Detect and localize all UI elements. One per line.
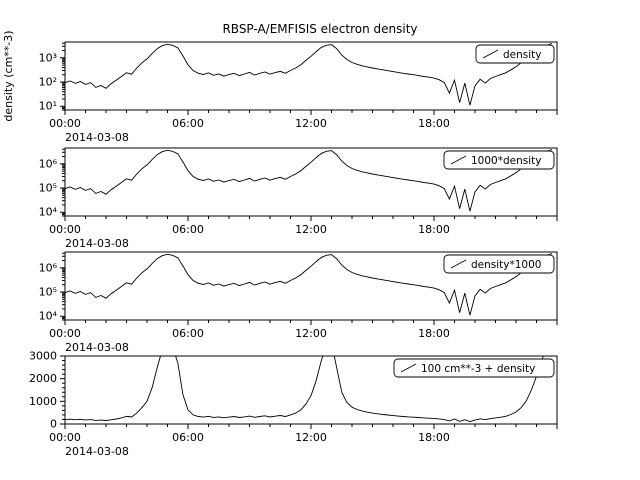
legend-label: density — [503, 49, 542, 61]
series-line-1000-density — [65, 149, 553, 212]
y-tick-label: 10⁴ — [39, 206, 58, 219]
x-tick-label: 06:00 — [172, 431, 204, 444]
legend-box — [393, 358, 555, 378]
x-tick-label: 12:00 — [295, 117, 327, 130]
chart-title: RBSP-A/EMFISIS electron density — [222, 22, 417, 36]
legend-line-sample — [450, 155, 467, 165]
y-tick-label: 0 — [50, 418, 57, 431]
legend: 100 cm**-3 + density — [393, 358, 555, 378]
y-tick-label: 2000 — [29, 372, 57, 385]
plot-frame — [64, 355, 558, 425]
legend-box — [443, 254, 555, 274]
x-tick-label: 06:00 — [172, 223, 204, 236]
series-line-density-1000 — [65, 253, 553, 316]
y-tick-label: 10⁶ — [39, 157, 58, 170]
legend-label: 100 cm**-3 + density — [421, 363, 535, 375]
y-tick-label: 10⁵ — [39, 286, 57, 299]
panel-2: 10⁴ 10⁵ 10⁶ 00:00 06:00 12:00 18:00 2014-03-08 1… — [39, 147, 558, 250]
legend: density*1000 — [443, 254, 555, 274]
x-date-label: 2014-03-08 — [65, 237, 129, 250]
legend-box — [475, 44, 555, 64]
legend-line-sample — [482, 49, 499, 59]
x-tick-label: 00:00 — [49, 327, 81, 340]
panels-group: 10¹ 10² 10³ 00:00 06:00 12:00 18:00 2014-03-08 d… — [29, 41, 558, 458]
x-date-label: 2014-03-08 — [65, 445, 129, 458]
panel-1: 10¹ 10² 10³ 00:00 06:00 12:00 18:00 2014-03-08 d… — [39, 41, 558, 144]
y-tick-label: 1000 — [29, 395, 57, 408]
plot-frame — [64, 147, 558, 217]
x-tick-label: 18:00 — [418, 223, 450, 236]
y-axis-label: density (cm**-3) — [2, 30, 15, 121]
plot-frame — [64, 41, 558, 111]
panel-3: 10⁴ 10⁵ 10⁶ 00:00 06:00 12:00 18:00 2014-03-08 d… — [39, 251, 558, 354]
legend-line-sample — [400, 363, 417, 373]
y-tick-label: 10⁶ — [39, 261, 58, 274]
x-tick-label: 06:00 — [172, 327, 204, 340]
x-tick-label: 12:00 — [295, 223, 327, 236]
panel-4: 0 1000 2000 3000 00:00 06:00 12:00 18:00 2014-03… — [29, 350, 558, 458]
legend-label: 1000*density — [471, 155, 541, 167]
series-line-density — [65, 43, 553, 106]
x-tick-label: 00:00 — [49, 223, 81, 236]
x-tick-label: 06:00 — [172, 117, 204, 130]
legend-label: density*1000 — [471, 259, 541, 271]
series-line-100-cm-3-density — [65, 356, 544, 422]
y-tick-label: 10² — [39, 76, 57, 89]
y-tick-label: 10⁵ — [39, 182, 57, 195]
x-tick-label: 12:00 — [295, 327, 327, 340]
legend-box — [443, 150, 555, 170]
y-tick-label: 10¹ — [39, 100, 57, 113]
x-tick-label: 00:00 — [49, 117, 81, 130]
x-tick-label: 12:00 — [295, 431, 327, 444]
x-tick-label: 18:00 — [418, 327, 450, 340]
y-tick-label: 3000 — [29, 350, 57, 363]
plot-frame — [64, 251, 558, 321]
x-tick-label: 00:00 — [49, 431, 81, 444]
legend: density — [475, 44, 555, 64]
x-tick-label: 18:00 — [418, 117, 450, 130]
x-date-label: 2014-03-08 — [65, 131, 129, 144]
y-tick-label: 10³ — [39, 51, 57, 64]
legend: 1000*density — [443, 150, 555, 170]
x-tick-label: 18:00 — [418, 431, 450, 444]
legend-line-sample — [450, 259, 467, 269]
x-date-label: 2014-03-08 — [65, 341, 129, 354]
y-tick-label: 10⁴ — [39, 310, 58, 323]
